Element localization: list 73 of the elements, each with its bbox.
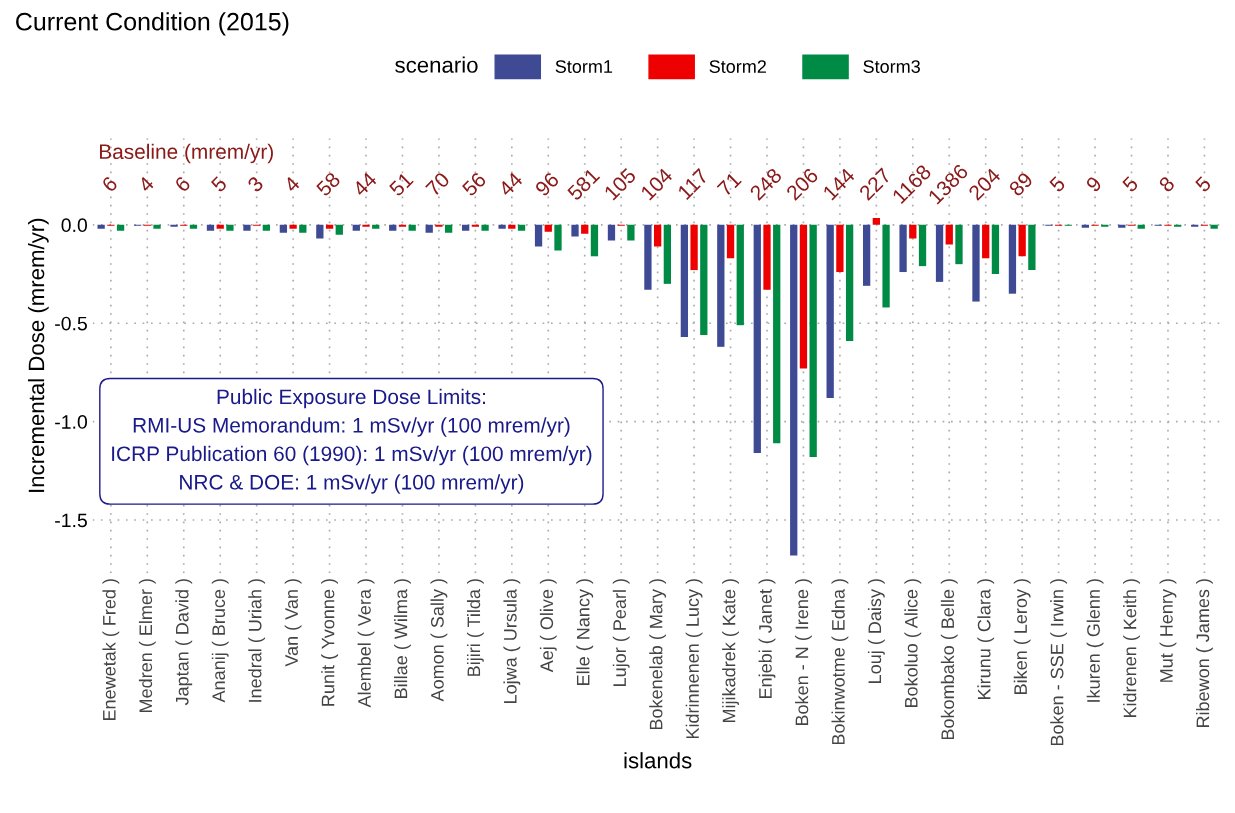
x-tick-label: Enewetak ( Fred ) bbox=[102, 579, 120, 721]
legend-title: scenario bbox=[395, 56, 478, 73]
x-tick-label: Boken - N ( Irene ) bbox=[795, 579, 812, 726]
x-tick-label: Bokinwotme ( Edna ) bbox=[831, 579, 849, 745]
annotation: 117 bbox=[677, 168, 709, 200]
x-tick-label: Elle ( Nancy ) bbox=[576, 579, 594, 685]
x-tick-label: Inedral ( Uriah ) bbox=[248, 579, 266, 702]
annotation: Baseline (mrem/yr) bbox=[99, 143, 273, 164]
y-axis-title: Incremental Dose (mrem/yr) bbox=[27, 218, 49, 492]
annotation: 5 bbox=[1121, 175, 1139, 193]
x-tick-label: Kirunu ( Clara ) bbox=[977, 579, 995, 699]
annotation: 5 bbox=[210, 175, 228, 193]
x-tick-label: Biken ( Leroy ) bbox=[1013, 579, 1031, 694]
x-tick-label: Kidrinnenen ( Lucy ) bbox=[685, 579, 703, 739]
y-tick-label: -1.0 bbox=[55, 415, 88, 429]
annotation: Public Exposure Dose Limits: RMI-US Memorandum: 1 mSv/yr (100 mrem/yr) ICRP Publication 60 (1990): 1 mSv/yr (100 mrem/yr) NRC & DOE: 1 mSv/yr (100 mrem/yr) bbox=[112, 388, 592, 494]
annotation: 44 bbox=[351, 171, 378, 198]
annotation: 206 bbox=[785, 167, 820, 201]
x-tick-label: Van ( Van ) bbox=[284, 579, 302, 667]
annotation: 70 bbox=[425, 171, 451, 197]
annotation: 8 bbox=[1158, 175, 1176, 193]
annotation: 5 bbox=[1048, 175, 1067, 193]
annotation: 51 bbox=[388, 171, 414, 197]
legend-label: Storm1 bbox=[555, 60, 613, 73]
x-tick-label: Boken - SSE ( Irwin ) bbox=[1050, 579, 1068, 746]
annotation: 6 bbox=[101, 175, 119, 193]
x-tick-label: Mijikadrek ( Kate ) bbox=[722, 579, 739, 723]
y-tick-label: 0.0 bbox=[61, 218, 88, 233]
x-tick-label: Lujor ( Pearl ) bbox=[612, 579, 630, 686]
annotation: 44 bbox=[497, 171, 524, 198]
x-tick-label: Enjebi ( Janet ) bbox=[758, 579, 776, 698]
annotation: 105 bbox=[603, 167, 637, 201]
annotation: 89 bbox=[1008, 171, 1034, 197]
x-tick-label: Bijiri ( Tilda ) bbox=[466, 579, 484, 676]
x-tick-label: Japtan ( David ) bbox=[175, 579, 193, 706]
x-tick-label: Mut ( Henry ) bbox=[1159, 579, 1177, 682]
x-tick-label: Runit ( Yvonne ) bbox=[321, 579, 338, 706]
x-tick-label: Kidrenen ( Keith ) bbox=[1123, 579, 1140, 718]
annotation: 71 bbox=[716, 171, 742, 197]
x-tick-label: Ikuren ( Glenn ) bbox=[1086, 579, 1104, 702]
x-tick-label: Ananij ( Bruce ) bbox=[211, 579, 229, 703]
annotation: 144 bbox=[822, 167, 856, 201]
x-tick-label: Lojwa ( Ursula ) bbox=[503, 579, 521, 703]
annotation: 581 bbox=[566, 167, 601, 202]
annotation: 104 bbox=[640, 167, 674, 201]
y-tick-label: -1.5 bbox=[55, 513, 87, 528]
annotation: 4 bbox=[283, 175, 301, 194]
annotation: 56 bbox=[461, 171, 487, 197]
annotation: 5 bbox=[1194, 175, 1212, 193]
x-tick-label: Medren ( Elmer ) bbox=[138, 579, 156, 712]
x-tick-label: Bokoluo ( Alice ) bbox=[904, 579, 922, 707]
annotation: 248 bbox=[748, 167, 783, 201]
x-tick-label: Alembel ( Vera ) bbox=[357, 579, 375, 708]
y-tick-label: -0.5 bbox=[55, 316, 87, 331]
x-axis-title: islands bbox=[624, 752, 692, 769]
legend-label: Storm3 bbox=[863, 60, 920, 73]
x-tick-label: Bokombako ( Belle ) bbox=[940, 579, 958, 740]
annotation: 6 bbox=[173, 175, 192, 193]
annotation: 58 bbox=[315, 171, 342, 197]
annotation: 9 bbox=[1085, 175, 1103, 193]
annotation: 96 bbox=[534, 171, 560, 197]
x-tick-label: Louj ( Daisy ) bbox=[867, 579, 885, 683]
x-tick-label: Billae ( Wilma ) bbox=[394, 579, 411, 698]
x-tick-label: Aej ( Olive ) bbox=[539, 579, 557, 673]
x-tick-label: Ribewon ( James ) bbox=[1196, 579, 1213, 728]
annotation: 204 bbox=[967, 167, 1002, 201]
annotation: 4 bbox=[137, 175, 155, 194]
x-tick-label: Bokenelab ( Mary ) bbox=[649, 579, 667, 730]
annotation: 3 bbox=[246, 175, 265, 193]
annotation: 227 bbox=[858, 167, 892, 201]
legend-label: Storm2 bbox=[709, 60, 766, 73]
chart-title: Current Condition (2015) bbox=[16, 12, 289, 36]
x-tick-label: Aomon ( Sally ) bbox=[430, 579, 448, 702]
